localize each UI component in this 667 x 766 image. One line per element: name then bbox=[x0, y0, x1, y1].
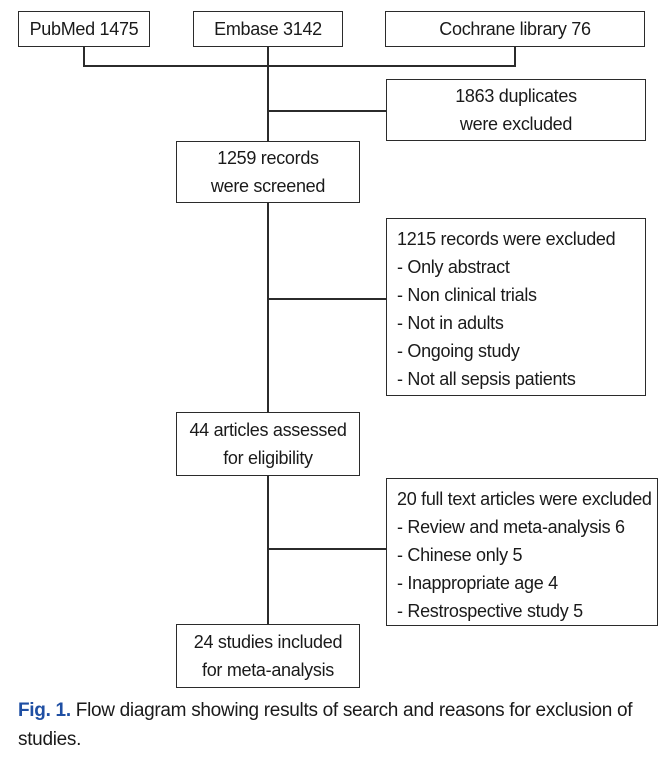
exclusion-title: 20 full text articles were excluded bbox=[397, 489, 652, 509]
screening-exclusions-box: 1215 records were excluded - Only abstra… bbox=[386, 218, 646, 396]
source-box-embase: Embase 3142 bbox=[193, 11, 343, 47]
exclusion-reason: - Not all sepsis patients bbox=[397, 369, 576, 389]
included-box: 24 studies included for meta-analysis bbox=[176, 624, 360, 688]
fulltext-exclusions-box: 20 full text articles were excluded - Re… bbox=[386, 478, 658, 626]
screened-box: 1259 records were screened bbox=[176, 141, 360, 203]
box-line: 44 articles assessed bbox=[189, 420, 347, 440]
source-label: PubMed 1475 bbox=[29, 19, 139, 39]
exclusion-reason: - Ongoing study bbox=[397, 341, 520, 361]
figure-label: Fig. 1. bbox=[18, 700, 71, 721]
connector-line bbox=[267, 110, 386, 112]
connector-line bbox=[267, 476, 269, 624]
box-line: 1259 records bbox=[217, 148, 319, 168]
box-line: 1863 duplicates bbox=[455, 86, 577, 106]
box-line: 24 studies included bbox=[193, 632, 343, 652]
source-box-pubmed: PubMed 1475 bbox=[18, 11, 150, 47]
box-line: for meta-analysis bbox=[202, 660, 334, 680]
connector-line bbox=[267, 47, 269, 65]
connector-line bbox=[267, 203, 269, 412]
exclusion-title: 1215 records were excluded bbox=[397, 229, 616, 249]
box-line: were screened bbox=[210, 176, 326, 196]
connector-line bbox=[514, 47, 516, 65]
connector-line bbox=[83, 47, 85, 65]
source-label: Embase 3142 bbox=[214, 19, 322, 39]
box-line: were excluded bbox=[459, 114, 573, 134]
duplicates-excluded-box: 1863 duplicates were excluded bbox=[386, 79, 646, 141]
connector-line bbox=[267, 298, 386, 300]
connector-line bbox=[267, 548, 386, 550]
exclusion-reason: - Not in adults bbox=[397, 313, 504, 333]
caption-text: Flow diagram showing results of search a… bbox=[18, 700, 633, 750]
eligibility-box: 44 articles assessed for eligibility bbox=[176, 412, 360, 476]
exclusion-reason: - Review and meta-analysis 6 bbox=[397, 517, 625, 537]
figure-caption: Fig. 1. Flow diagram showing results of … bbox=[18, 696, 658, 754]
connector-line bbox=[83, 65, 516, 67]
source-box-cochrane: Cochrane library 76 bbox=[385, 11, 645, 47]
source-label: Cochrane library 76 bbox=[439, 19, 591, 39]
exclusion-reason: - Inappropriate age 4 bbox=[397, 573, 558, 593]
exclusion-reason: - Chinese only 5 bbox=[397, 545, 523, 565]
connector-line bbox=[267, 65, 269, 141]
box-line: for eligibility bbox=[223, 448, 313, 468]
exclusion-reason: - Restrospective study 5 bbox=[397, 601, 583, 621]
exclusion-reason: - Non clinical trials bbox=[397, 285, 537, 305]
exclusion-reason: - Only abstract bbox=[397, 257, 510, 277]
